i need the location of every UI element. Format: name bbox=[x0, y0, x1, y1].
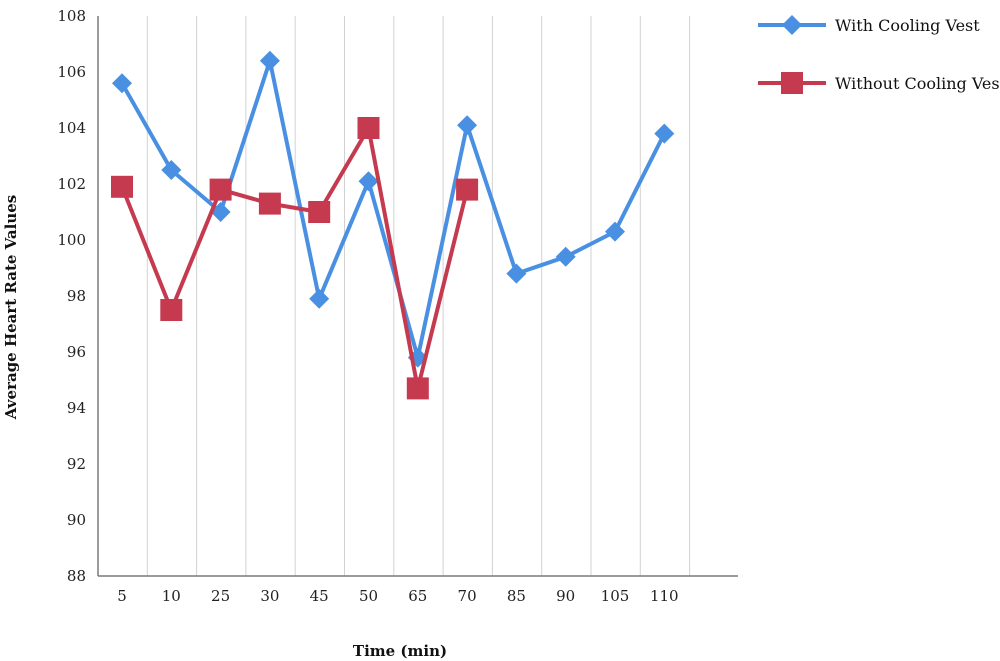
y-tick-label: 94 bbox=[67, 399, 86, 417]
series-line bbox=[120, 126, 470, 391]
x-axis-title: Time (min) bbox=[353, 642, 447, 660]
x-tick-label: 50 bbox=[359, 587, 378, 605]
y-tick-label: 100 bbox=[57, 231, 86, 249]
legend-marker bbox=[781, 72, 803, 94]
y-axis-ticks: 88 90 92 94 96 98 100 102 104 106 108 bbox=[57, 7, 86, 585]
axes bbox=[97, 16, 738, 577]
data-point bbox=[357, 117, 380, 139]
x-tick-label: 25 bbox=[211, 587, 230, 605]
legend-item: Without Cooling Vest bbox=[758, 72, 1000, 94]
grid bbox=[146, 16, 691, 576]
data-point bbox=[308, 201, 331, 223]
data-point bbox=[160, 299, 183, 321]
x-tick-label: 110 bbox=[650, 587, 679, 605]
y-tick-label: 88 bbox=[67, 567, 86, 585]
x-tick-label: 85 bbox=[507, 587, 526, 605]
data-point bbox=[457, 115, 478, 136]
x-tick-label: 45 bbox=[310, 587, 329, 605]
data-point bbox=[112, 73, 132, 94]
x-tick-label: 65 bbox=[408, 587, 427, 605]
data-point bbox=[209, 178, 232, 201]
y-tick-label: 98 bbox=[67, 287, 86, 305]
y-tick-label: 104 bbox=[57, 119, 86, 137]
data-point bbox=[358, 171, 379, 192]
data-point bbox=[259, 50, 280, 71]
x-tick-label: 90 bbox=[556, 587, 575, 605]
data-point bbox=[258, 192, 281, 215]
series-1 bbox=[112, 50, 675, 368]
y-tick-label: 90 bbox=[67, 511, 86, 529]
data-point bbox=[506, 263, 527, 284]
x-tick-label: 105 bbox=[601, 587, 630, 605]
y-tick-label: 92 bbox=[67, 455, 86, 473]
legend-label: With Cooling Vest bbox=[835, 16, 980, 35]
x-axis-ticks: 5 10 25 30 45 50 65 70 85 90 105 110 bbox=[117, 587, 678, 605]
series-line bbox=[120, 58, 667, 360]
legend-item: With Cooling Vest bbox=[758, 15, 980, 35]
data-point bbox=[161, 160, 182, 180]
legend: With Cooling Vest Without Cooling Vest bbox=[758, 15, 1000, 94]
series-2 bbox=[111, 117, 479, 400]
y-tick-label: 108 bbox=[57, 7, 86, 25]
x-tick-label: 30 bbox=[260, 587, 279, 605]
data-point bbox=[605, 221, 625, 242]
series-layer bbox=[111, 50, 675, 400]
data-point bbox=[309, 288, 330, 309]
legend-marker bbox=[782, 15, 802, 35]
y-tick-label: 96 bbox=[67, 343, 86, 361]
y-tick-label: 106 bbox=[57, 63, 86, 81]
data-point bbox=[456, 178, 479, 201]
data-point bbox=[555, 246, 576, 267]
data-point bbox=[654, 123, 675, 144]
x-tick-label: 70 bbox=[458, 587, 477, 605]
data-point bbox=[406, 377, 429, 400]
y-axis-title: Average Heart Rate Values bbox=[2, 195, 20, 420]
x-tick-label: 5 bbox=[117, 587, 127, 605]
x-tick-label: 10 bbox=[162, 587, 181, 605]
data-point bbox=[111, 175, 133, 198]
legend-label: Without Cooling Vest bbox=[835, 74, 1000, 93]
y-tick-label: 102 bbox=[57, 175, 86, 193]
